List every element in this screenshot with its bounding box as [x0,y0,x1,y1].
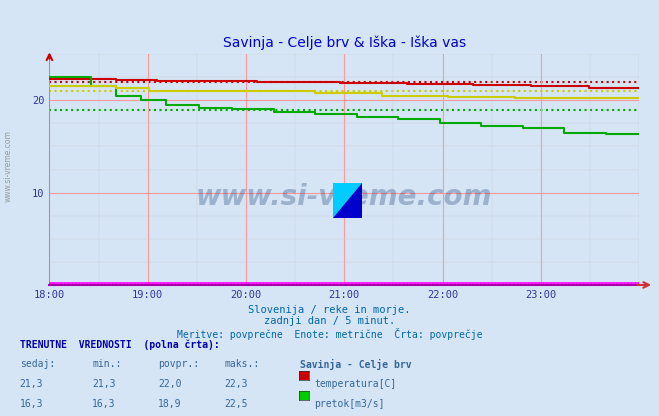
Text: Slovenija / reke in morje.: Slovenija / reke in morje. [248,305,411,314]
Text: 21,3: 21,3 [20,379,43,389]
Text: www.si-vreme.com: www.si-vreme.com [196,183,492,211]
Text: pretok[m3/s]: pretok[m3/s] [314,399,385,409]
Text: 16,3: 16,3 [92,399,116,409]
Title: Savinja - Celje brv & Iška - Iška vas: Savinja - Celje brv & Iška - Iška vas [223,36,466,50]
Text: 16,3: 16,3 [20,399,43,409]
Text: www.si-vreme.com: www.si-vreme.com [4,131,13,202]
Text: 22,5: 22,5 [224,399,248,409]
Text: 21,3: 21,3 [92,379,116,389]
Text: TRENUTNE  VREDNOSTI  (polna črta):: TRENUTNE VREDNOSTI (polna črta): [20,339,219,349]
Text: sedaj:: sedaj: [20,359,55,369]
Polygon shape [333,183,362,218]
Polygon shape [333,183,362,218]
Text: min.:: min.: [92,359,122,369]
Text: Savinja - Celje brv: Savinja - Celje brv [300,359,411,370]
Text: 18,9: 18,9 [158,399,182,409]
Text: zadnji dan / 5 minut.: zadnji dan / 5 minut. [264,316,395,326]
Text: maks.:: maks.: [224,359,259,369]
Text: 22,0: 22,0 [158,379,182,389]
Polygon shape [333,183,362,218]
Text: 22,3: 22,3 [224,379,248,389]
Text: temperatura[C]: temperatura[C] [314,379,397,389]
Text: povpr.:: povpr.: [158,359,199,369]
Text: Meritve: povprečne  Enote: metrične  Črta: povprečje: Meritve: povprečne Enote: metrične Črta:… [177,328,482,340]
